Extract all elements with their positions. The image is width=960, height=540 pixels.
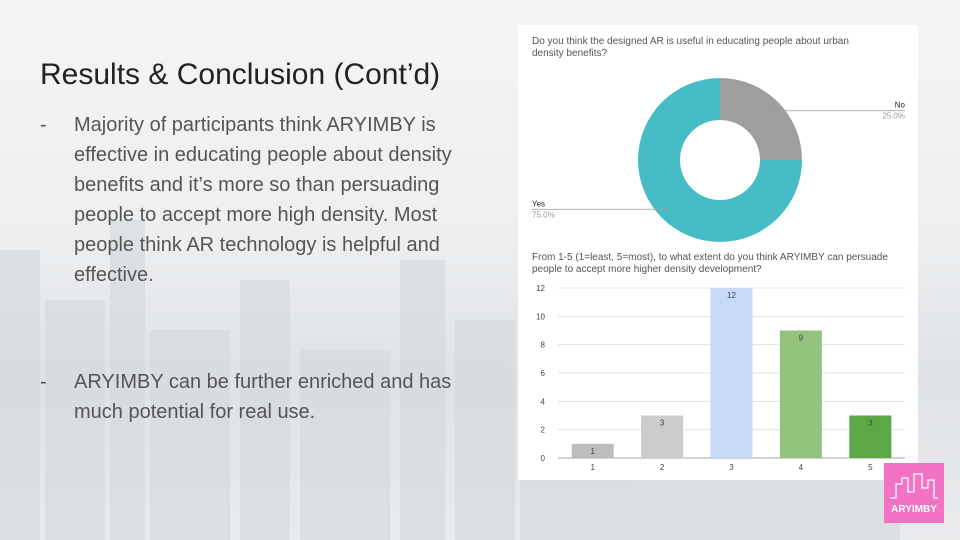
bar xyxy=(571,443,614,458)
x-tick-label: 5 xyxy=(868,463,873,472)
y-tick-label: 2 xyxy=(541,426,546,435)
bullet: - ARYIMBY can be further enriched and ha… xyxy=(40,367,500,427)
y-tick-label: 10 xyxy=(536,312,545,321)
chart-title: Do you think the designed AR is useful i… xyxy=(532,36,849,59)
y-tick-label: 0 xyxy=(541,454,546,463)
slice-label: No xyxy=(895,101,906,110)
x-tick-label: 3 xyxy=(729,463,734,472)
bullet-text: Majority of participants think ARYIMBY i… xyxy=(74,114,452,286)
data-label: 3 xyxy=(660,419,665,428)
bullet-marker: - xyxy=(40,114,47,136)
data-label: 9 xyxy=(799,334,804,343)
data-label: 3 xyxy=(868,419,873,428)
slice-value-label: 25.0% xyxy=(882,112,905,121)
bullet-marker: - xyxy=(40,371,47,393)
logo-icon xyxy=(890,473,938,499)
bullet-text: ARYIMBY can be further enriched and has … xyxy=(74,371,452,423)
y-tick-label: 6 xyxy=(541,369,546,378)
x-tick-label: 4 xyxy=(799,463,804,472)
y-tick-label: 12 xyxy=(536,284,545,293)
chart-title: From 1-5 (1=least, 5=most), to what exte… xyxy=(532,252,888,275)
x-tick-label: 2 xyxy=(660,463,665,472)
bar xyxy=(641,415,684,458)
y-tick-label: 4 xyxy=(541,397,546,406)
bar xyxy=(779,330,822,458)
slide-title: Results & Conclusion (Cont’d) xyxy=(40,58,441,91)
data-label: 12 xyxy=(727,291,736,300)
x-tick-label: 1 xyxy=(590,463,595,472)
logo-text: ARYIMBY xyxy=(891,504,937,515)
donut-slice xyxy=(720,78,802,160)
bar xyxy=(849,415,892,458)
y-tick-label: 8 xyxy=(541,341,546,350)
slice-label: Yes xyxy=(532,199,545,208)
donut-slice xyxy=(638,78,802,242)
data-label: 1 xyxy=(590,447,595,456)
slice-value-label: 75.0% xyxy=(532,210,555,219)
bar xyxy=(710,288,753,458)
bullet: - Majority of participants think ARYIMBY… xyxy=(40,110,500,290)
